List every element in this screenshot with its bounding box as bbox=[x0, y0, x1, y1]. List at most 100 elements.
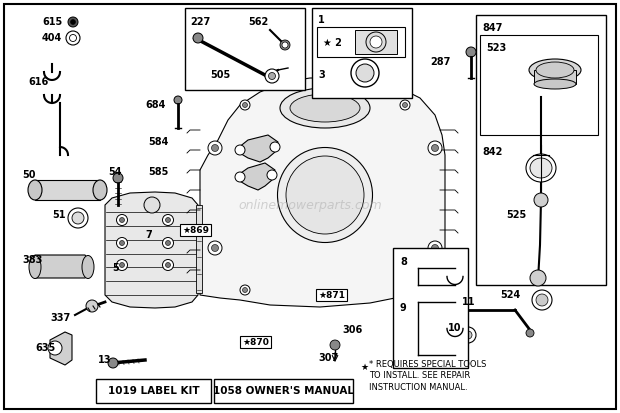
Circle shape bbox=[71, 19, 76, 24]
Text: 287: 287 bbox=[430, 57, 450, 67]
Circle shape bbox=[240, 100, 250, 110]
Text: 505: 505 bbox=[210, 70, 230, 80]
Text: 525: 525 bbox=[506, 210, 526, 220]
Text: 3: 3 bbox=[318, 70, 325, 80]
Circle shape bbox=[72, 212, 84, 224]
Circle shape bbox=[235, 145, 245, 155]
Circle shape bbox=[69, 35, 76, 41]
Text: * REQUIRES SPECIAL TOOLS
TO INSTALL. SEE REPAIR
INSTRUCTION MANUAL.: * REQUIRES SPECIAL TOOLS TO INSTALL. SEE… bbox=[369, 360, 486, 392]
Polygon shape bbox=[238, 135, 278, 162]
Circle shape bbox=[211, 145, 218, 152]
Text: 585: 585 bbox=[148, 167, 169, 177]
Text: onlinemowerparts.com: onlinemowerparts.com bbox=[238, 199, 382, 211]
Circle shape bbox=[432, 145, 438, 152]
Bar bbox=[185, 8, 305, 90]
Bar bbox=[355, 30, 397, 54]
Circle shape bbox=[366, 32, 386, 52]
Bar bbox=[214, 379, 353, 403]
Polygon shape bbox=[105, 192, 198, 308]
Circle shape bbox=[351, 59, 379, 87]
Circle shape bbox=[466, 47, 476, 57]
Circle shape bbox=[402, 102, 407, 107]
Ellipse shape bbox=[280, 88, 370, 128]
Circle shape bbox=[432, 244, 438, 252]
Polygon shape bbox=[30, 255, 90, 278]
Circle shape bbox=[193, 33, 203, 43]
Text: 8: 8 bbox=[400, 257, 407, 267]
Circle shape bbox=[356, 64, 374, 82]
Ellipse shape bbox=[530, 158, 552, 178]
Circle shape bbox=[208, 141, 222, 155]
Ellipse shape bbox=[28, 180, 42, 200]
Text: 337: 337 bbox=[50, 313, 70, 323]
Text: 1: 1 bbox=[318, 15, 325, 25]
Circle shape bbox=[162, 259, 174, 271]
Ellipse shape bbox=[93, 180, 107, 200]
Circle shape bbox=[162, 214, 174, 225]
Text: 11: 11 bbox=[462, 297, 476, 307]
Ellipse shape bbox=[82, 256, 94, 278]
Circle shape bbox=[117, 259, 128, 271]
Text: ★869: ★869 bbox=[182, 225, 209, 235]
Circle shape bbox=[117, 237, 128, 249]
Polygon shape bbox=[238, 163, 275, 190]
Text: 524: 524 bbox=[500, 290, 520, 300]
Circle shape bbox=[120, 240, 125, 245]
Text: 54: 54 bbox=[108, 167, 122, 177]
Circle shape bbox=[267, 170, 277, 180]
Circle shape bbox=[530, 270, 546, 286]
Circle shape bbox=[174, 96, 182, 104]
Text: 847: 847 bbox=[482, 23, 502, 33]
Circle shape bbox=[144, 197, 160, 213]
Circle shape bbox=[330, 340, 340, 350]
Text: 227: 227 bbox=[190, 17, 210, 27]
Bar bbox=[317, 27, 405, 57]
Bar bbox=[196, 205, 202, 293]
Ellipse shape bbox=[529, 59, 581, 81]
Circle shape bbox=[460, 327, 476, 343]
Circle shape bbox=[66, 31, 80, 45]
Circle shape bbox=[113, 173, 123, 183]
Ellipse shape bbox=[290, 94, 360, 122]
Circle shape bbox=[166, 263, 171, 268]
Circle shape bbox=[240, 285, 250, 295]
Circle shape bbox=[48, 341, 62, 355]
Text: 1058 OWNER'S MANUAL: 1058 OWNER'S MANUAL bbox=[213, 386, 354, 396]
Circle shape bbox=[166, 240, 171, 245]
Circle shape bbox=[532, 290, 552, 310]
Circle shape bbox=[162, 237, 174, 249]
Circle shape bbox=[86, 300, 98, 312]
Text: 5: 5 bbox=[112, 263, 119, 273]
Text: 616: 616 bbox=[28, 77, 48, 87]
Text: 10: 10 bbox=[448, 323, 461, 333]
Text: 9: 9 bbox=[400, 303, 407, 313]
Circle shape bbox=[120, 218, 125, 223]
Bar bbox=[534, 70, 576, 84]
Circle shape bbox=[464, 331, 472, 339]
Text: 842: 842 bbox=[482, 147, 502, 157]
Circle shape bbox=[536, 294, 548, 306]
Circle shape bbox=[400, 285, 410, 295]
Circle shape bbox=[428, 141, 442, 155]
Bar bbox=[35, 180, 100, 200]
Circle shape bbox=[211, 244, 218, 252]
Text: 51: 51 bbox=[52, 210, 66, 220]
Circle shape bbox=[526, 329, 534, 337]
Circle shape bbox=[68, 208, 88, 228]
Text: 307: 307 bbox=[318, 353, 339, 363]
Text: 684: 684 bbox=[145, 100, 166, 110]
Circle shape bbox=[108, 358, 118, 368]
Text: 1019 LABEL KIT: 1019 LABEL KIT bbox=[108, 386, 199, 396]
Circle shape bbox=[242, 102, 247, 107]
Polygon shape bbox=[200, 78, 445, 307]
Text: ★: ★ bbox=[361, 363, 369, 373]
Text: 7: 7 bbox=[145, 230, 152, 240]
Text: 13: 13 bbox=[98, 355, 112, 365]
Text: ★ 2: ★ 2 bbox=[323, 38, 342, 48]
Text: ★870: ★870 bbox=[242, 337, 269, 347]
Bar bbox=[96, 379, 211, 403]
Circle shape bbox=[120, 263, 125, 268]
Circle shape bbox=[265, 69, 279, 83]
Polygon shape bbox=[50, 332, 72, 365]
Ellipse shape bbox=[286, 156, 364, 234]
